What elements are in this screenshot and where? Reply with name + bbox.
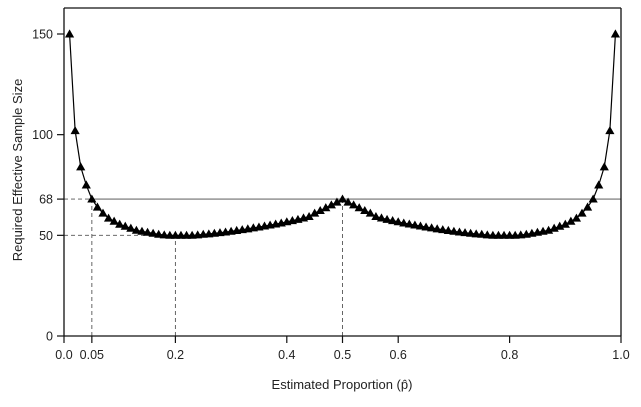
triangle-marker bbox=[92, 202, 103, 211]
triangle-marker bbox=[466, 228, 476, 237]
x-tick-label: 0.6 bbox=[390, 348, 407, 362]
triangle-marker bbox=[120, 221, 130, 230]
triangle-marker bbox=[555, 221, 565, 230]
triangle-marker bbox=[427, 223, 437, 232]
triangle-marker bbox=[382, 214, 392, 223]
x-tick-label: 0.8 bbox=[501, 348, 518, 362]
triangle-marker bbox=[337, 194, 348, 203]
y-tick-label: 150 bbox=[32, 28, 53, 42]
triangle-marker bbox=[154, 229, 164, 238]
x-tick-label: 0.4 bbox=[278, 348, 295, 362]
triangle-marker bbox=[310, 208, 320, 217]
triangle-marker bbox=[415, 221, 426, 230]
triangle-marker bbox=[332, 197, 342, 206]
y-tick-label: 0 bbox=[46, 330, 53, 344]
triangle-marker bbox=[126, 223, 136, 232]
triangle-marker bbox=[566, 216, 576, 225]
triangle-marker bbox=[148, 228, 158, 237]
triangle-marker bbox=[594, 180, 604, 189]
triangle-marker bbox=[471, 229, 481, 238]
y-axis-title: Required Effective Sample Size bbox=[10, 79, 25, 262]
triangle-marker bbox=[393, 217, 403, 226]
triangle-marker bbox=[109, 216, 119, 225]
triangle-marker bbox=[371, 212, 381, 221]
triangle-marker bbox=[343, 197, 353, 206]
x-tick-label: 1.0 bbox=[612, 348, 629, 362]
triangle-marker bbox=[159, 230, 169, 239]
triangle-marker bbox=[477, 229, 487, 238]
triangle-marker bbox=[605, 126, 615, 135]
triangle-marker bbox=[388, 216, 398, 225]
triangle-marker bbox=[349, 200, 359, 209]
triangle-marker bbox=[482, 230, 492, 239]
triangle-marker bbox=[399, 218, 409, 227]
y-axis-ticks: 0 50 68 100 150 bbox=[32, 28, 64, 344]
triangle-marker bbox=[103, 213, 114, 222]
triangle-marker bbox=[76, 162, 86, 171]
triangle-marker bbox=[571, 213, 582, 222]
triangle-marker bbox=[315, 205, 325, 215]
triangle-marker bbox=[460, 228, 470, 237]
triangle-marker bbox=[443, 225, 453, 234]
triangle-marker bbox=[599, 162, 609, 171]
triangle-marker bbox=[70, 126, 80, 135]
triangle-marker bbox=[588, 194, 598, 203]
triangle-marker bbox=[87, 194, 97, 203]
triangle-marker bbox=[131, 225, 142, 234]
triangle-marker bbox=[137, 226, 147, 235]
y-tick-label: 68 bbox=[39, 193, 53, 207]
triangle-marker bbox=[360, 205, 370, 215]
y-tick-label: 100 bbox=[32, 128, 53, 142]
x-tick-label: 0.0 bbox=[55, 348, 72, 362]
triangle-marker bbox=[438, 225, 448, 234]
triangle-marker bbox=[115, 219, 125, 228]
triangle-marker bbox=[432, 224, 442, 233]
triangle-marker bbox=[449, 226, 459, 235]
plot-frame bbox=[63, 7, 622, 337]
triangle-marker bbox=[64, 29, 75, 38]
x-tick-label: 0.5 bbox=[334, 348, 351, 362]
triangle-marker bbox=[376, 213, 387, 222]
triangle-marker bbox=[454, 227, 465, 236]
triangle-marker bbox=[365, 208, 375, 217]
x-tick-label: 0.05 bbox=[80, 348, 104, 362]
triangle-marker bbox=[354, 203, 364, 212]
triangle-marker bbox=[98, 208, 108, 217]
reference-lines bbox=[64, 198, 621, 336]
triangle-marker bbox=[326, 200, 336, 209]
x-axis-title: Estimated Proportion (p̂) bbox=[272, 377, 413, 392]
y-tick-label: 50 bbox=[39, 229, 53, 243]
triangle-marker bbox=[577, 208, 587, 217]
triangle-marker bbox=[421, 222, 431, 231]
triangle-marker bbox=[321, 203, 331, 212]
triangle-marker bbox=[304, 212, 314, 221]
triangle-marker bbox=[410, 220, 420, 229]
triangle-marker bbox=[560, 219, 570, 228]
x-tick-label: 0.2 bbox=[167, 348, 184, 362]
data-series-line bbox=[68, 33, 617, 236]
triangle-marker bbox=[549, 223, 559, 232]
triangle-marker bbox=[543, 225, 554, 234]
triangle-marker bbox=[404, 219, 414, 228]
triangle-marker bbox=[142, 227, 153, 236]
data-markers bbox=[64, 29, 621, 239]
x-axis-ticks: 0.0 0.05 0.2 0.4 0.5 0.6 0.8 1.0 bbox=[55, 336, 630, 362]
triangle-marker bbox=[610, 29, 621, 38]
triangle-marker bbox=[81, 180, 91, 189]
triangle-marker bbox=[582, 202, 593, 211]
series-polyline bbox=[68, 33, 617, 236]
